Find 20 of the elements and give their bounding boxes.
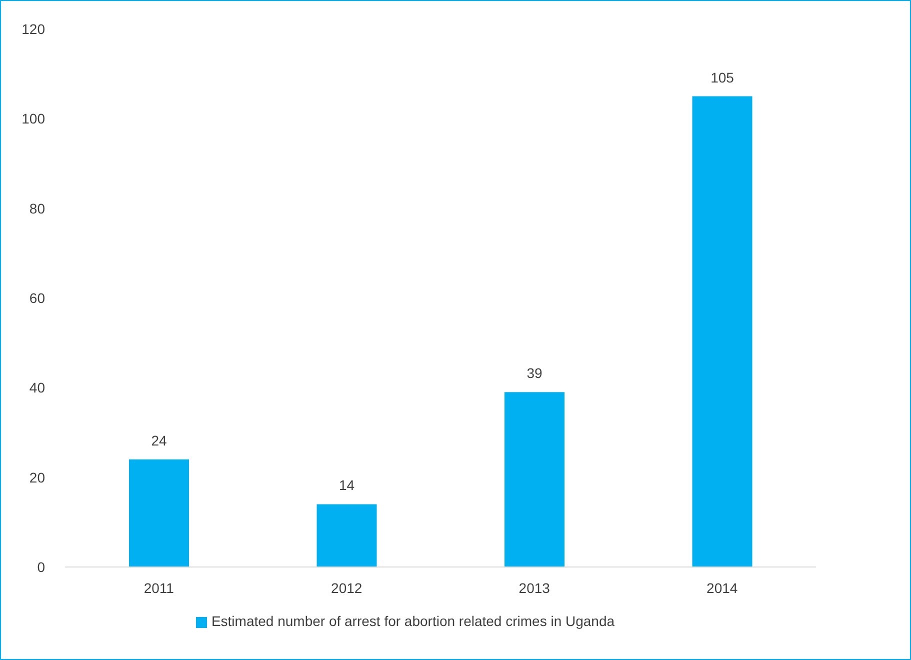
y-tick-label: 0 — [37, 558, 46, 575]
bar — [504, 392, 564, 567]
y-tick-label: 80 — [29, 200, 46, 216]
x-tick-label: 2012 — [331, 580, 362, 596]
data-label: 105 — [710, 69, 734, 86]
x-tick-label: 2014 — [706, 580, 738, 596]
y-tick-label: 60 — [29, 290, 46, 306]
y-tick-label: 100 — [22, 110, 46, 127]
legend-label: Estimated number of arrest for abortion related crimes in Uganda — [211, 613, 615, 629]
data-label: 39 — [526, 365, 542, 382]
x-tick-label: 2011 — [144, 580, 174, 596]
bar — [692, 96, 752, 567]
data-label: 24 — [151, 432, 167, 448]
data-label: 14 — [338, 477, 355, 494]
y-tick-label: 120 — [22, 20, 46, 37]
bar — [316, 504, 377, 567]
y-tick-label: 20 — [29, 469, 46, 486]
bar — [129, 459, 189, 567]
y-tick-label: 40 — [29, 380, 46, 396]
x-tick-label: 2013 — [518, 580, 550, 596]
